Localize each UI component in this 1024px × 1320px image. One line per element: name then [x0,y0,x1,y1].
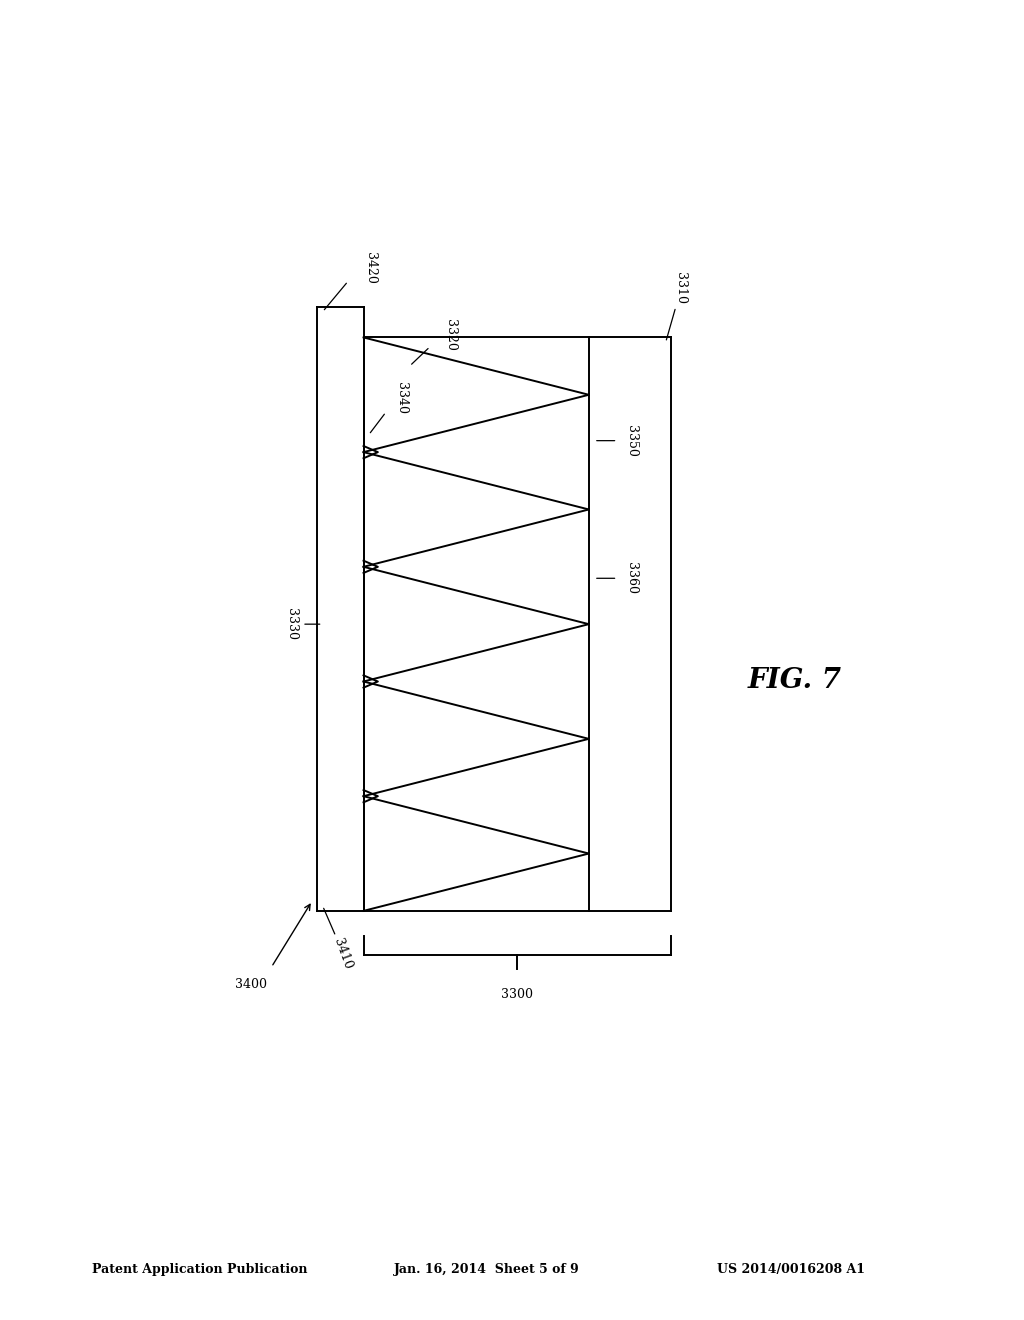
Text: US 2014/0016208 A1: US 2014/0016208 A1 [717,1263,865,1276]
Text: Jan. 16, 2014  Sheet 5 of 9: Jan. 16, 2014 Sheet 5 of 9 [394,1263,580,1276]
Text: 3420: 3420 [365,252,377,284]
Text: 3360: 3360 [626,562,638,594]
Text: 3410: 3410 [332,937,354,972]
Text: FIG. 7: FIG. 7 [748,667,842,694]
Text: 3400: 3400 [234,978,267,991]
Text: 3300: 3300 [501,989,534,1002]
Text: 3330: 3330 [286,609,298,640]
Text: Patent Application Publication: Patent Application Publication [92,1263,307,1276]
Text: 3320: 3320 [444,319,457,351]
Text: 3350: 3350 [626,425,638,457]
Text: 3310: 3310 [675,272,687,305]
Text: 3340: 3340 [395,383,408,414]
